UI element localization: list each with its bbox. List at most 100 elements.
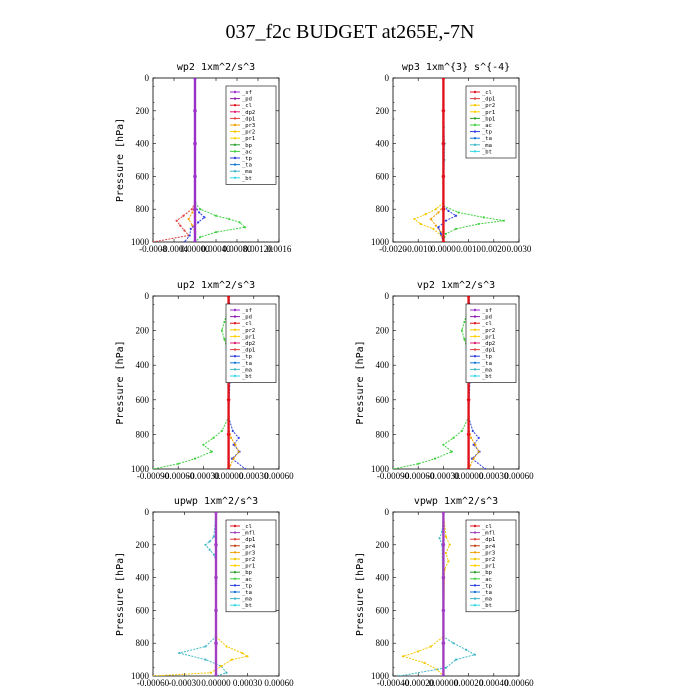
series-line-dp1 <box>153 78 196 242</box>
data-point <box>175 219 178 222</box>
legend-entry: _pr2 <box>242 557 255 563</box>
legend-box <box>225 85 277 185</box>
legend-marker <box>473 104 477 107</box>
legend-marker <box>473 315 477 318</box>
y-tick-label: 400 <box>136 139 150 149</box>
series-group <box>153 78 246 242</box>
legend-entry: _tp <box>242 156 252 162</box>
legend-marker <box>473 564 477 567</box>
legend-marker <box>233 590 237 594</box>
y-tick-label: 400 <box>376 139 390 149</box>
legend: _sf_pd_cl_pr2_pr1_dp2_dp1_tp_ta_ma_bt <box>225 303 277 383</box>
data-point <box>441 641 446 645</box>
data-point <box>190 208 193 211</box>
x-tick-label: -0.0004 <box>160 244 188 254</box>
y-tick-label: 800 <box>136 638 150 648</box>
legend-marker <box>473 90 477 94</box>
legend-marker <box>473 368 477 371</box>
data-point <box>189 227 192 230</box>
legend-marker <box>473 308 477 312</box>
y-tick-label: 1000 <box>131 237 150 247</box>
data-point <box>441 608 446 613</box>
legend-entry: _dp1 <box>242 537 255 543</box>
y-tick-label: 600 <box>136 605 150 615</box>
plot-frame <box>152 295 280 470</box>
legend-entry: _bt <box>482 149 492 155</box>
legend: _cl_mfl_dp1_pr4_pr3_pr2_pr1_bp_ac_tp_ta_… <box>465 519 517 613</box>
x-tick-label: 0.00000 <box>214 471 244 481</box>
data-point <box>193 78 197 80</box>
legend-entry: _ta <box>242 590 252 596</box>
legend: _cl_mfl_dp1_pr4_pr3_pr2_pr1_bp_ac_tp_ta_… <box>225 519 277 613</box>
data-point <box>231 429 234 433</box>
data-point <box>454 214 458 217</box>
data-point <box>204 645 207 648</box>
legend-entry: _pr2 <box>242 130 255 136</box>
legend-entry: _pr2 <box>482 328 495 334</box>
data-point <box>452 436 455 439</box>
legend-marker <box>233 163 237 166</box>
legend-entry: _bp <box>482 570 492 576</box>
y-tick-label: 800 <box>376 429 390 439</box>
y-tick-label: 600 <box>376 171 390 181</box>
plot-frame <box>392 77 520 243</box>
data-point <box>226 467 231 469</box>
legend-entry: _sf <box>242 308 252 314</box>
legend-marker <box>233 328 237 331</box>
x-tick-label: 0.00030 <box>233 678 263 688</box>
data-point <box>419 222 422 226</box>
y-axis-label: Pressure [hPa] <box>115 118 126 202</box>
data-point <box>232 443 235 446</box>
data-point <box>477 436 480 439</box>
data-point <box>441 240 446 242</box>
data-point <box>188 234 191 237</box>
legend-marker <box>473 335 477 338</box>
legend-entry: _dp1 <box>482 348 495 354</box>
legend-marker <box>473 604 477 607</box>
data-point <box>153 674 155 676</box>
x-tick-label: 0.0030 <box>507 244 532 254</box>
legend-entry: _ac <box>482 577 492 583</box>
legend-entry: _ma <box>482 597 492 603</box>
x-tick-label: -0.00020 <box>402 678 435 688</box>
data-point <box>209 671 212 674</box>
x-tick-label: 0.00000 <box>429 678 459 688</box>
data-point <box>502 219 505 222</box>
data-point <box>182 214 185 217</box>
data-point <box>466 296 471 298</box>
y-tick-label: 0 <box>145 507 150 517</box>
legend-marker <box>473 110 477 114</box>
legend-entry: _cl <box>482 321 492 327</box>
data-point <box>398 674 401 676</box>
data-point <box>226 432 231 437</box>
data-point <box>187 217 190 221</box>
y-tick-label: 1000 <box>371 237 390 247</box>
legend-entry: _bt <box>242 374 252 380</box>
data-point <box>452 642 455 645</box>
data-point <box>191 211 194 214</box>
x-tick-label: 0.00030 <box>239 471 269 481</box>
legend-entry: _ma <box>242 169 252 175</box>
panel-6: vpwp 1xm^2/s^3 0 200 400 600 800 1000-0.00040-… <box>355 496 534 688</box>
legend-marker <box>473 524 477 528</box>
series-line-pr1 <box>468 296 480 469</box>
data-point <box>429 645 432 648</box>
data-point <box>193 141 197 146</box>
data-point <box>441 207 446 211</box>
legend-entry: _ac <box>242 577 252 583</box>
legend-entry: _cl <box>482 90 492 96</box>
y-tick-label: 800 <box>376 638 390 648</box>
data-point <box>441 141 446 146</box>
data-point <box>450 450 453 453</box>
legend-entry: _pr1 <box>242 564 255 570</box>
legend-marker <box>473 130 477 133</box>
data-point <box>199 235 202 239</box>
legend-entry: _pr2 <box>482 103 495 109</box>
legend-marker <box>233 143 237 146</box>
data-point <box>153 467 155 469</box>
legend-entry: _tp <box>242 354 252 360</box>
legend-marker <box>473 361 477 364</box>
legend-entry: _pd <box>242 97 252 103</box>
series-line-ac <box>194 78 246 242</box>
y-tick-label: 400 <box>376 360 390 370</box>
